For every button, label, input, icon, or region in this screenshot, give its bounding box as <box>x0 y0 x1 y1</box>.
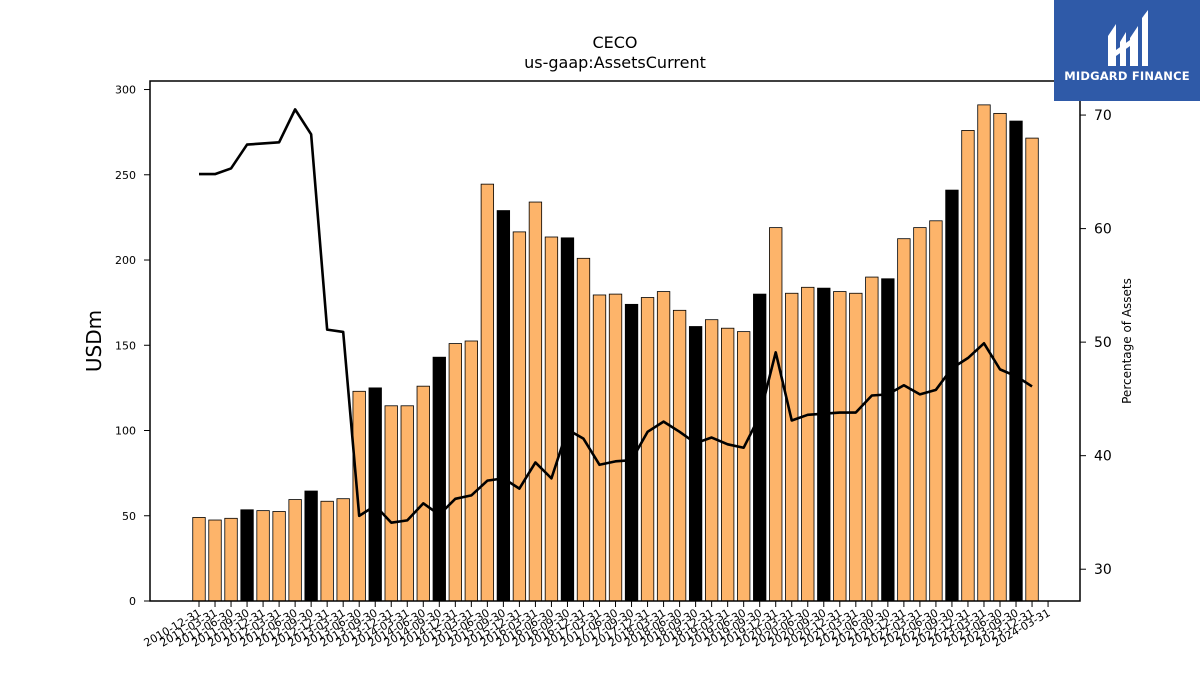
bar <box>929 220 943 602</box>
bar <box>897 238 911 602</box>
y-tick-label: 300 <box>115 84 136 97</box>
y2-tick-label: 40 <box>1094 449 1112 465</box>
bar <box>464 340 478 602</box>
line-layer <box>199 108 1033 524</box>
x-axis: 2010-12-312011-03-312011-06-302011-09-30… <box>142 601 1053 650</box>
y-tick-label: 0 <box>129 595 136 608</box>
y2-axis-label: Percentage of Assets <box>1120 278 1134 404</box>
bar <box>544 236 559 602</box>
bar <box>945 189 959 602</box>
y-tick-label: 250 <box>115 169 136 182</box>
bar <box>737 331 751 602</box>
bar <box>512 231 527 602</box>
bar <box>913 227 927 602</box>
bar <box>528 201 543 602</box>
y2-tick-label: 60 <box>1094 222 1112 238</box>
bar <box>320 500 334 602</box>
bar <box>977 104 991 602</box>
bar <box>288 499 302 602</box>
bar <box>769 227 783 602</box>
bar <box>704 319 719 602</box>
bar <box>304 490 318 602</box>
right-axis: 30 40 50 60 70 <box>1080 108 1112 578</box>
y-tick-label: 200 <box>115 254 136 267</box>
bar <box>192 517 206 602</box>
bar <box>801 286 815 602</box>
bar <box>753 293 767 602</box>
bar <box>224 517 238 602</box>
bar <box>672 309 687 602</box>
y-axis-label: USDm <box>82 310 106 372</box>
bar <box>993 112 1007 602</box>
bar <box>480 183 495 602</box>
bar <box>496 210 511 602</box>
bar <box>865 276 879 602</box>
bar <box>272 511 286 602</box>
bars-layer <box>192 104 1039 602</box>
bar <box>240 509 254 602</box>
left-axis: 0 50 100 150 200 250 300 <box>115 84 150 608</box>
y-tick-label: 50 <box>122 510 136 523</box>
bar <box>400 405 414 602</box>
bar <box>721 327 735 602</box>
bar <box>640 297 655 602</box>
bar <box>368 387 382 602</box>
bar <box>1009 120 1023 602</box>
bar <box>336 498 350 602</box>
bar <box>961 130 975 602</box>
y2-tick-label: 70 <box>1094 108 1112 124</box>
bar <box>833 291 847 602</box>
bar <box>1025 137 1039 602</box>
bar <box>560 237 575 602</box>
y2-tick-label: 30 <box>1094 562 1112 578</box>
bar <box>384 405 398 602</box>
bar <box>256 510 270 602</box>
y-tick-label: 100 <box>115 425 136 438</box>
bar <box>576 257 591 602</box>
bar <box>416 385 430 602</box>
bar <box>656 291 671 602</box>
y-tick-label: 150 <box>115 339 136 352</box>
bar <box>352 390 366 602</box>
bar <box>785 292 799 602</box>
bar <box>592 294 607 602</box>
midgard-logo-icon <box>1108 10 1148 66</box>
brand-name: MIDGARD FINANCE <box>1064 69 1190 83</box>
bar <box>432 356 446 602</box>
bar <box>881 278 895 602</box>
bar <box>608 293 623 602</box>
bar <box>849 292 863 602</box>
bar <box>208 519 222 602</box>
percentage-line <box>199 108 1033 524</box>
y2-tick-label: 50 <box>1094 335 1112 351</box>
chart-subtitle: us-gaap:AssetsCurrent <box>524 53 706 72</box>
plot-frame <box>149 80 1081 602</box>
brand-logo: MIDGARD FINANCE <box>1054 0 1200 101</box>
bar <box>688 326 703 602</box>
bar <box>817 287 831 602</box>
chart-title: CECO <box>592 33 637 52</box>
bar <box>448 343 462 602</box>
